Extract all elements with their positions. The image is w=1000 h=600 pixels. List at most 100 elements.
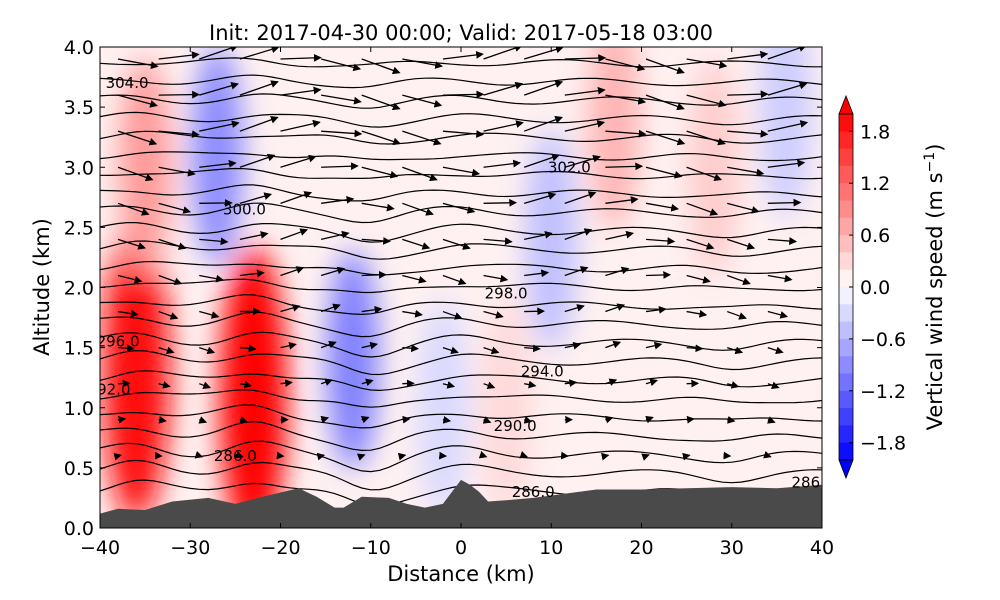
wind-arrow [727, 274, 751, 286]
wind-arrow [442, 90, 485, 99]
colorbar-band [839, 338, 853, 357]
wind-arrow [280, 379, 293, 388]
y-tick-label: 4.0 [64, 37, 94, 59]
colorbar-tick-label: 0.6 [860, 225, 890, 247]
theta-contour-line [100, 459, 822, 491]
x-tick-label: −40 [80, 537, 120, 559]
contour-label: 286.0 [791, 473, 834, 491]
wind-arrow [199, 47, 239, 60]
wind-arrow [645, 202, 680, 212]
theta-contour-line [100, 440, 822, 473]
colorbar-tick-label: 0.0 [860, 277, 890, 299]
contour-label: 286.0 [512, 483, 555, 501]
wind-arrow [727, 381, 740, 389]
y-tick-label: 1.0 [64, 398, 94, 420]
x-tick-label: 20 [629, 537, 653, 559]
wind-arrow [198, 416, 208, 424]
colorbar-band [839, 390, 853, 409]
wind-arrow [727, 238, 756, 250]
wind-arrow [361, 130, 402, 146]
wind-arrow [767, 159, 806, 168]
wind-arrow [524, 344, 541, 353]
wind-arrow [158, 166, 196, 177]
wind-arrow [442, 310, 463, 320]
wind-arrow [117, 415, 127, 424]
wind-arrow [280, 119, 321, 132]
colorbar-band [839, 373, 853, 392]
colorbar-tick-label: −1.2 [860, 381, 906, 403]
x-tick-label: 40 [810, 537, 834, 559]
wind-arrow [645, 415, 654, 424]
wind-arrow [158, 274, 183, 286]
theta-contour-line [100, 93, 822, 109]
theta-contour-line [100, 74, 822, 89]
colorbar-band [839, 408, 853, 426]
wind-arrow [442, 166, 481, 177]
colorbar-tick-label: −0.6 [860, 329, 906, 351]
contour-label: 292.0 [88, 381, 131, 399]
wind-arrow [482, 416, 492, 424]
wind-arrow [280, 341, 297, 350]
wind-arrow [605, 129, 647, 138]
theta-contour-line [100, 260, 822, 276]
wind-arrow [564, 86, 606, 96]
x-tick-label: 10 [539, 537, 563, 559]
wind-arrow [361, 202, 395, 212]
colorbar-label: Vertical wind speed (m s−1) [922, 144, 947, 431]
colorbar-tick-label: 1.8 [860, 121, 890, 143]
y-tick-label: 2.0 [64, 278, 94, 300]
y-tick-label: 0.5 [64, 458, 94, 480]
theta-contour-line [100, 349, 822, 376]
wind-arrow [320, 230, 350, 241]
wind-arrow [645, 271, 672, 279]
contour-label: 286.0 [214, 447, 257, 465]
wind-arrow [727, 416, 736, 424]
wind-arrow [402, 58, 443, 69]
y-tick-label: 3.5 [64, 97, 94, 119]
colorbar-band [839, 269, 853, 288]
wind-arrow [727, 166, 765, 177]
wind-arrow [321, 195, 355, 204]
colorbar-band [839, 183, 853, 201]
wind-arrow [280, 154, 317, 168]
wind-arrow [442, 130, 485, 138]
wind-arrow [320, 415, 330, 424]
x-tick-label: −20 [260, 537, 300, 559]
wind-arrow [158, 238, 187, 250]
wind-arrow [361, 378, 374, 387]
wind-arrow [280, 228, 309, 241]
wind-arrow [645, 237, 676, 245]
colorbar-band [839, 252, 853, 271]
wind-arrow [483, 237, 513, 246]
wind-arrow [767, 198, 802, 207]
wind-arrow [320, 340, 337, 349]
wind-arrow [402, 202, 434, 216]
wind-arrow [478, 451, 488, 459]
theta-contour-line [100, 130, 822, 145]
wind-arrow [194, 451, 204, 459]
wind-arrow [686, 166, 723, 182]
wind-arrow [645, 305, 667, 314]
wind-arrow [158, 381, 171, 389]
wind-arrow [767, 81, 808, 96]
wind-arrow [239, 380, 253, 389]
wind-arrow [483, 274, 509, 283]
colorbar-extend-high [838, 94, 854, 115]
wind-arrow [767, 381, 780, 389]
wind-arrow [727, 90, 769, 99]
wind-arrow [523, 80, 564, 96]
x-axis-ticks: −40 −30 −20 −10 0 10 20 30 40 [80, 47, 834, 559]
wind-arrow [360, 415, 370, 424]
wind-arrow [523, 416, 533, 424]
wind-arrow [442, 51, 484, 60]
wind-arrow [316, 452, 326, 461]
wind-arrow [686, 309, 708, 318]
wind-arrow [645, 58, 685, 75]
wind-arrow [767, 274, 793, 283]
wind-arrow [361, 58, 401, 75]
wind-arrow [402, 238, 431, 250]
wind-arrow [442, 202, 476, 214]
wind-arrow [361, 270, 387, 279]
wind-arrow [158, 416, 167, 424]
wind-arrow [402, 94, 443, 108]
